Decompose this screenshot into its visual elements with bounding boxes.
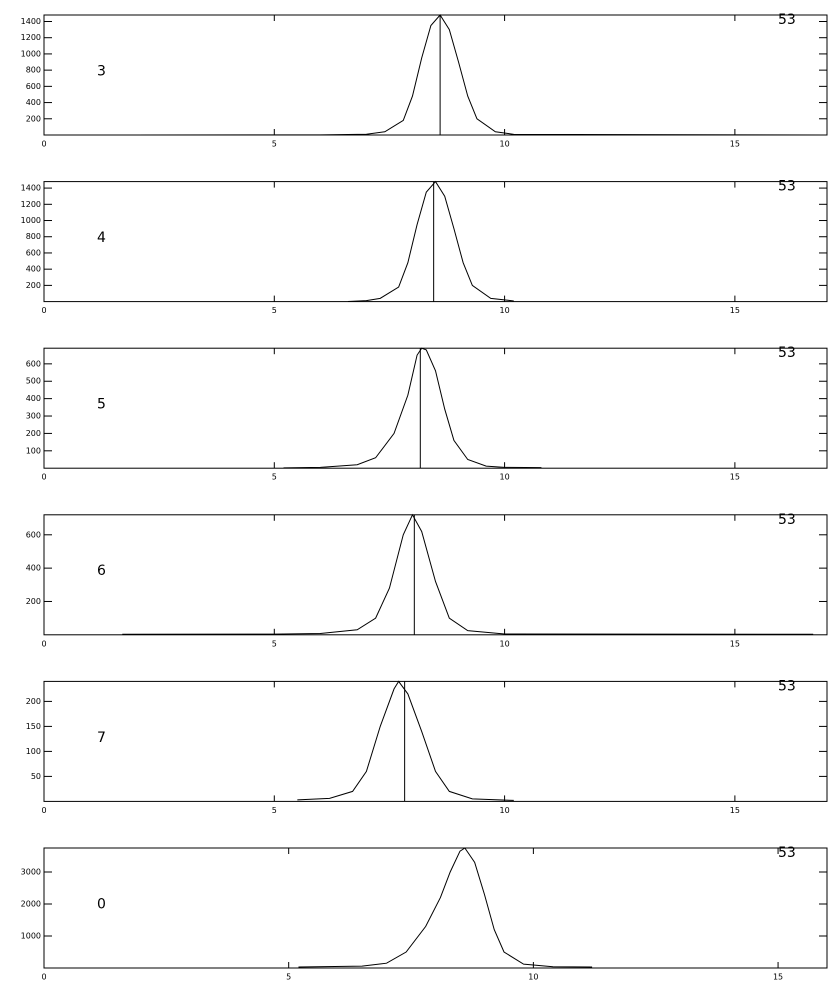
panel-annotation: 53 bbox=[778, 512, 796, 528]
y-tick-label: 1000 bbox=[21, 49, 41, 58]
y-tick-label: 400 bbox=[26, 564, 41, 573]
x-tick-label: 10 bbox=[499, 639, 509, 648]
x-tick-label: 5 bbox=[272, 639, 277, 648]
y-tick-label: 200 bbox=[26, 597, 41, 606]
panel-label: 7 bbox=[97, 730, 106, 746]
y-tick-label: 600 bbox=[26, 248, 41, 257]
y-tick-label: 400 bbox=[26, 394, 41, 403]
x-tick-label: 15 bbox=[730, 806, 740, 815]
panel-label: 5 bbox=[97, 397, 106, 413]
x-tick-label: 0 bbox=[41, 973, 46, 982]
panel-label: 0 bbox=[97, 896, 106, 912]
y-tick-label: 100 bbox=[26, 446, 41, 455]
x-tick-label: 0 bbox=[41, 806, 46, 815]
y-tick-label: 100 bbox=[26, 747, 41, 756]
x-tick-label: 10 bbox=[499, 806, 509, 815]
y-tick-label: 200 bbox=[26, 114, 41, 123]
plot-frame bbox=[43, 680, 828, 802]
panel-label: 3 bbox=[97, 63, 106, 79]
y-tick-label: 50 bbox=[31, 772, 41, 781]
panel-label: 6 bbox=[97, 563, 106, 579]
plot-frame bbox=[43, 514, 828, 636]
x-tick-label: 0 bbox=[41, 140, 46, 149]
y-tick-label: 1000 bbox=[21, 216, 41, 225]
y-tick-label: 1200 bbox=[21, 200, 41, 209]
x-tick-label: 15 bbox=[730, 140, 740, 149]
y-tick-label: 300 bbox=[26, 412, 41, 421]
panel-label: 4 bbox=[97, 230, 106, 246]
y-tick-label: 200 bbox=[26, 281, 41, 290]
y-tick-label: 600 bbox=[26, 530, 41, 539]
x-tick-label: 0 bbox=[41, 473, 46, 482]
x-tick-label: 15 bbox=[730, 473, 740, 482]
line-series bbox=[43, 14, 828, 136]
x-tick-label: 15 bbox=[730, 639, 740, 648]
x-tick-label: 15 bbox=[730, 306, 740, 315]
y-tick-label: 800 bbox=[26, 66, 41, 75]
y-tick-label: 200 bbox=[26, 697, 41, 706]
panel-annotation: 53 bbox=[778, 845, 796, 861]
y-tick-label: 3000 bbox=[21, 868, 41, 877]
x-tick-label: 0 bbox=[41, 639, 46, 648]
y-tick-label: 2000 bbox=[21, 900, 41, 909]
x-tick-label: 10 bbox=[528, 973, 538, 982]
y-tick-label: 600 bbox=[26, 359, 41, 368]
x-tick-label: 10 bbox=[499, 473, 509, 482]
panel-annotation: 53 bbox=[778, 678, 796, 694]
y-tick-label: 400 bbox=[26, 265, 41, 274]
y-tick-label: 1200 bbox=[21, 33, 41, 42]
x-tick-label: 0 bbox=[41, 306, 46, 315]
plot-frame bbox=[43, 347, 828, 469]
y-tick-label: 200 bbox=[26, 429, 41, 438]
line-series bbox=[283, 347, 542, 469]
y-tick-label: 500 bbox=[26, 377, 41, 386]
y-tick-label: 400 bbox=[26, 98, 41, 107]
y-tick-label: 1400 bbox=[21, 184, 41, 193]
plot-frame bbox=[43, 14, 828, 136]
line-series bbox=[122, 513, 814, 635]
panel-annotation: 53 bbox=[778, 179, 796, 195]
plot-frame bbox=[43, 847, 828, 969]
x-tick-label: 5 bbox=[272, 473, 277, 482]
line-series bbox=[297, 680, 514, 801]
y-tick-label: 150 bbox=[26, 722, 41, 731]
y-tick-label: 800 bbox=[26, 232, 41, 241]
x-tick-label: 10 bbox=[499, 140, 509, 149]
x-tick-label: 10 bbox=[499, 306, 509, 315]
x-tick-label: 5 bbox=[272, 140, 277, 149]
y-tick-label: 600 bbox=[26, 82, 41, 91]
y-tick-label: 1400 bbox=[21, 17, 41, 26]
x-tick-label: 5 bbox=[286, 973, 291, 982]
panel-annotation: 53 bbox=[778, 12, 796, 28]
panel-annotation: 53 bbox=[778, 345, 796, 361]
line-series bbox=[347, 180, 514, 302]
line-series bbox=[298, 847, 593, 968]
x-tick-label: 5 bbox=[272, 806, 277, 815]
plot-frame bbox=[43, 181, 828, 303]
x-tick-label: 15 bbox=[773, 973, 783, 982]
x-tick-label: 5 bbox=[272, 306, 277, 315]
y-tick-label: 1000 bbox=[21, 932, 41, 941]
